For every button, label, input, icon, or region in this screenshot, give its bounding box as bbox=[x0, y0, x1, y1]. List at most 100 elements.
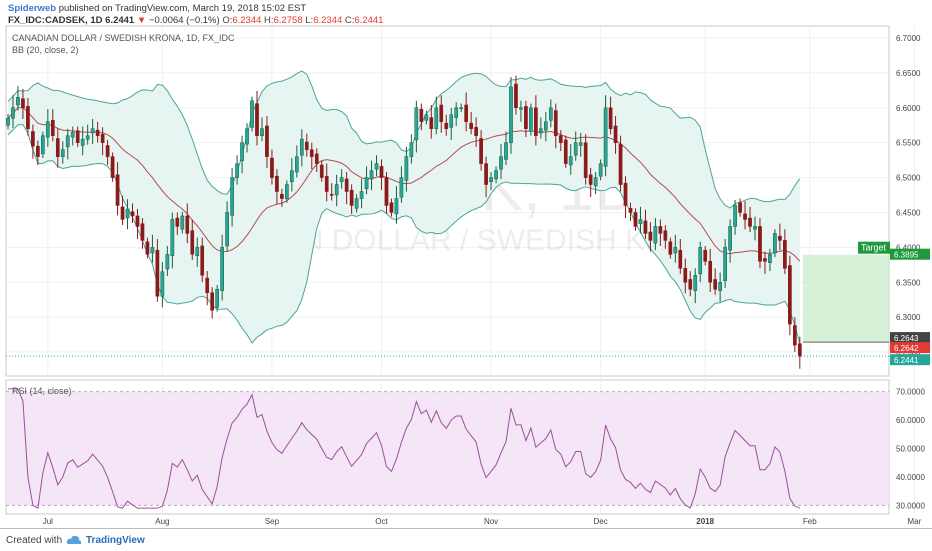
candle-body bbox=[669, 242, 672, 255]
candle-body bbox=[420, 109, 423, 122]
candle-body bbox=[91, 129, 94, 133]
candle-body bbox=[624, 183, 627, 205]
candle-body bbox=[569, 157, 572, 165]
candle-body bbox=[484, 164, 487, 185]
rsi-tick-label: 70.0000 bbox=[896, 388, 925, 397]
candle-body bbox=[221, 247, 224, 290]
candle-body bbox=[26, 106, 29, 128]
candle-body bbox=[753, 226, 756, 229]
price-tick-label: 6.3000 bbox=[896, 313, 921, 322]
candle-body bbox=[81, 139, 84, 145]
candle-body bbox=[380, 166, 383, 177]
candle-body bbox=[196, 247, 199, 255]
candle-body bbox=[694, 275, 697, 290]
candle-body bbox=[743, 214, 746, 220]
time-tick-label: Feb bbox=[803, 517, 817, 526]
candle-body bbox=[226, 212, 229, 246]
candle-body bbox=[499, 157, 502, 170]
candle-body bbox=[415, 108, 418, 140]
rsi-tick-label: 40.0000 bbox=[896, 473, 925, 482]
candle-body bbox=[101, 134, 104, 142]
candle-body bbox=[634, 212, 637, 226]
candle-body bbox=[171, 219, 174, 255]
rsi-band-fill bbox=[6, 392, 889, 506]
candle-body bbox=[325, 176, 328, 191]
candle-body bbox=[126, 209, 129, 218]
candle-body bbox=[211, 293, 214, 310]
target-value-label: 6.3895 bbox=[894, 251, 919, 260]
time-tick-label: 2018 bbox=[696, 517, 714, 526]
candle-body bbox=[639, 219, 642, 223]
tradingview-cloud-icon bbox=[66, 535, 82, 545]
candle-body bbox=[350, 190, 353, 205]
candle-body bbox=[166, 254, 169, 269]
candle-body bbox=[773, 233, 776, 253]
price-tick-label: 6.5000 bbox=[896, 174, 921, 183]
price-tick-label: 6.4500 bbox=[896, 208, 921, 217]
candle-body bbox=[315, 154, 318, 164]
candle-body bbox=[61, 150, 64, 157]
candle-body bbox=[788, 266, 791, 325]
candle-body bbox=[310, 150, 313, 157]
candle-body bbox=[156, 250, 159, 296]
time-tick-label: Dec bbox=[594, 517, 608, 526]
candle-body bbox=[564, 140, 567, 164]
created-with-text: Created with bbox=[6, 535, 62, 546]
candle-body bbox=[489, 178, 492, 182]
candle-body bbox=[579, 143, 582, 146]
candle-body bbox=[614, 126, 617, 143]
candle-body bbox=[504, 143, 507, 160]
rsi-tick-label: 50.0000 bbox=[896, 445, 925, 454]
candle-body bbox=[385, 178, 388, 206]
candle-body bbox=[594, 178, 597, 186]
candle-body bbox=[290, 171, 293, 182]
candle-body bbox=[514, 84, 517, 108]
price-label-a: 6.2643 bbox=[894, 334, 919, 343]
tradingview-brand-link[interactable]: TradingView bbox=[86, 535, 145, 546]
candle-body bbox=[654, 226, 657, 243]
candle-body bbox=[470, 123, 473, 129]
candle-body bbox=[584, 143, 587, 178]
candle-body bbox=[250, 101, 253, 128]
candle-body bbox=[355, 199, 358, 209]
candle-body bbox=[684, 268, 687, 282]
candle-body bbox=[121, 207, 124, 220]
candle-body bbox=[270, 158, 273, 178]
candle-body bbox=[375, 164, 378, 170]
candle-body bbox=[21, 99, 24, 108]
time-tick-label: Jul bbox=[43, 517, 53, 526]
candle-body bbox=[599, 164, 602, 177]
candle-body bbox=[320, 165, 323, 178]
candle-body bbox=[16, 97, 19, 105]
candle-body bbox=[106, 145, 109, 156]
candle-body bbox=[674, 247, 677, 253]
candle-body bbox=[275, 176, 278, 191]
candle-body bbox=[778, 236, 781, 240]
candle-body bbox=[465, 105, 468, 122]
candle-body bbox=[410, 143, 413, 157]
candle-body bbox=[559, 136, 562, 143]
candle-body bbox=[738, 203, 741, 213]
chart-area[interactable]: CADSEK, 1DCANADIAN DOLLAR / SWEDISH KRON… bbox=[0, 0, 932, 528]
price-tick-label: 6.3500 bbox=[896, 278, 921, 287]
candle-body bbox=[300, 139, 303, 155]
candle-body bbox=[649, 232, 652, 240]
candle-body bbox=[161, 272, 164, 296]
candle-body bbox=[231, 178, 234, 216]
candle-body bbox=[181, 216, 184, 229]
candle-body bbox=[798, 344, 801, 356]
candle-body bbox=[11, 108, 14, 118]
rsi-indicator-label: RSI (14, close) bbox=[12, 386, 72, 396]
candle-body bbox=[509, 87, 512, 143]
candle-body bbox=[714, 279, 717, 289]
candle-body bbox=[280, 194, 283, 198]
price-tick-label: 6.5500 bbox=[896, 139, 921, 148]
candle-body bbox=[260, 129, 263, 136]
candle-body bbox=[554, 111, 557, 136]
candle-body bbox=[360, 192, 363, 199]
candle-body bbox=[758, 226, 761, 261]
price-tick-label: 6.6500 bbox=[896, 69, 921, 78]
candle-body bbox=[609, 108, 612, 129]
candle-body bbox=[176, 218, 179, 226]
candle-body bbox=[425, 115, 428, 121]
